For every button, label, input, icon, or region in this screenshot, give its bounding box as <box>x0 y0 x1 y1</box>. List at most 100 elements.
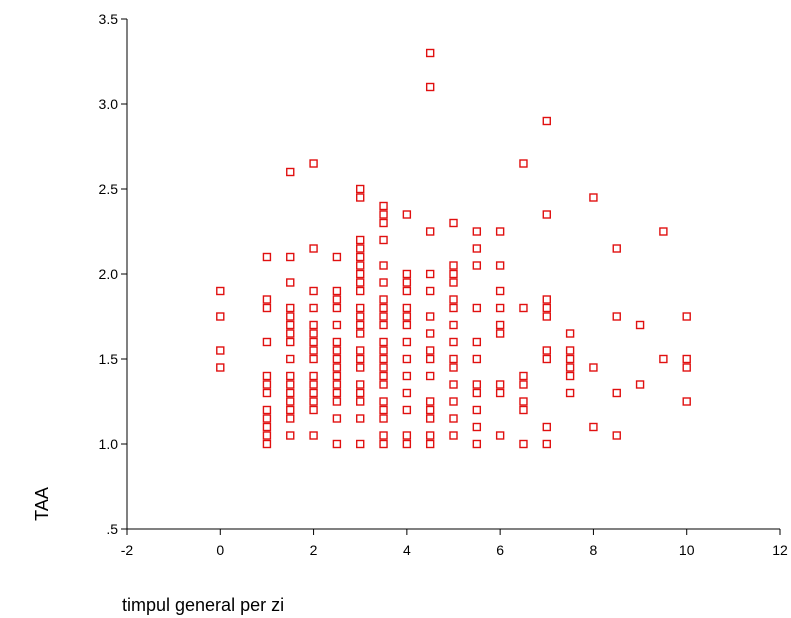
data-point <box>472 354 482 364</box>
y-tick-label: 1.5 <box>99 351 119 367</box>
data-point <box>379 431 388 440</box>
data-point <box>356 414 365 423</box>
data-point <box>565 371 575 381</box>
data-point <box>332 388 342 398</box>
x-tick-label: 2 <box>310 542 318 558</box>
data-point <box>472 244 482 253</box>
data-point <box>519 397 528 406</box>
data-point <box>425 227 435 236</box>
data-point <box>449 269 458 279</box>
data-point <box>262 431 272 440</box>
data-point <box>286 167 295 177</box>
data-point <box>542 210 551 219</box>
data-point <box>635 320 645 330</box>
data-point <box>519 159 528 168</box>
data-point <box>402 210 412 219</box>
data-point <box>682 354 691 364</box>
data-point <box>425 397 435 406</box>
data-point <box>425 431 435 440</box>
data-point <box>379 380 388 389</box>
data-point <box>332 439 342 449</box>
data-point <box>262 371 272 381</box>
x-tick-label: 6 <box>496 542 504 558</box>
data-point <box>402 303 412 313</box>
data-point <box>309 320 318 330</box>
data-point <box>216 312 225 321</box>
data-point <box>635 380 645 389</box>
data-point <box>425 439 435 449</box>
data-point <box>309 286 318 296</box>
data-point <box>402 431 412 440</box>
data-point <box>402 405 412 415</box>
data-point <box>356 439 365 449</box>
data-point <box>356 354 365 364</box>
data-point <box>356 380 365 389</box>
data-point <box>379 201 388 211</box>
data-point <box>379 439 388 449</box>
data-point <box>332 397 342 406</box>
data-point <box>356 329 365 338</box>
data-point <box>589 363 598 372</box>
data-point <box>262 380 272 389</box>
data-point <box>542 116 551 126</box>
data-point <box>309 354 318 364</box>
data-point <box>519 380 528 389</box>
data-point <box>472 388 482 398</box>
data-point <box>356 286 365 296</box>
data-point <box>379 405 388 415</box>
data-point <box>565 354 575 364</box>
data-point <box>612 244 621 253</box>
data-point <box>542 303 551 313</box>
data-point <box>449 363 458 372</box>
data-point <box>309 388 318 398</box>
data-point <box>286 252 295 262</box>
data-point <box>379 363 388 372</box>
data-point <box>682 312 691 321</box>
data-point <box>286 303 295 313</box>
data-point <box>216 286 225 296</box>
data-point <box>379 261 388 270</box>
data-point <box>449 303 458 313</box>
data-point <box>356 193 365 202</box>
data-point <box>379 303 388 313</box>
data-point <box>519 405 528 415</box>
data-point <box>472 227 482 236</box>
data-point <box>286 320 295 330</box>
data-point <box>682 397 691 406</box>
data-point <box>356 363 365 372</box>
data-point <box>356 244 365 253</box>
data-point <box>262 337 272 347</box>
data-point <box>449 337 458 347</box>
data-point <box>356 184 365 194</box>
data-point <box>425 312 435 321</box>
data-point <box>216 346 225 355</box>
data-point <box>262 295 272 304</box>
data-point <box>612 388 621 398</box>
data-point <box>495 329 505 338</box>
y-tick-label: 1.0 <box>99 436 119 452</box>
data-point <box>449 380 458 389</box>
data-point <box>332 286 342 296</box>
data-point <box>262 252 272 262</box>
data-point <box>565 388 575 398</box>
data-point <box>286 405 295 415</box>
data-point <box>495 320 505 330</box>
data-point <box>519 303 528 313</box>
data-point <box>356 235 365 245</box>
data-point <box>425 346 435 355</box>
data-point <box>472 380 482 389</box>
data-point <box>286 388 295 398</box>
data-point <box>309 159 318 168</box>
data-point <box>472 405 482 415</box>
data-point <box>402 320 412 330</box>
data-point <box>612 431 621 440</box>
data-point <box>519 371 528 381</box>
data-point <box>379 346 388 355</box>
data-point <box>309 303 318 313</box>
data-point <box>472 337 482 347</box>
data-point <box>309 337 318 347</box>
data-point <box>402 354 412 364</box>
data-point <box>425 82 435 92</box>
data-point <box>542 422 551 432</box>
